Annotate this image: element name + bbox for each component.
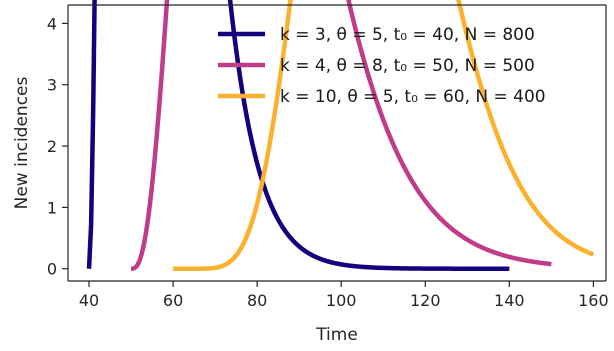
x-tick-label: 60 <box>163 291 183 310</box>
x-tick-label: 140 <box>494 291 525 310</box>
ticks: 40 60 80 100 120 140 160 0 1 2 3 4 <box>47 14 609 310</box>
x-axis-label: Time <box>315 325 358 345</box>
axes <box>67 4 607 282</box>
legend-label-1: k = 3, θ = 5, t₀ = 40, N = 800 <box>280 25 535 45</box>
y-tick-label: 0 <box>47 260 57 279</box>
series-line-2 <box>130 0 552 271</box>
x-tick-label: 40 <box>79 291 99 310</box>
y-axis-label: New incidences <box>12 76 32 209</box>
x-tick-label: 100 <box>326 291 357 310</box>
y-tick-label: 3 <box>47 76 57 95</box>
y-tick-label: 2 <box>47 137 57 156</box>
y-tick-label: 1 <box>47 198 57 217</box>
legend-label-3: k = 10, θ = 5, t₀ = 60, N = 400 <box>280 87 546 107</box>
series-layer <box>86 0 595 271</box>
series-line-3 <box>172 0 595 271</box>
x-tick-label: 120 <box>410 291 441 310</box>
legend-label-2: k = 4, θ = 8, t₀ = 50, N = 500 <box>280 56 535 76</box>
x-tick-label: 160 <box>578 291 609 310</box>
legend: k = 3, θ = 5, t₀ = 40, N = 800 k = 4, θ =… <box>218 25 546 107</box>
y-tick-label: 4 <box>47 14 57 33</box>
x-tick-label: 80 <box>247 291 267 310</box>
series-line-1 <box>86 0 510 271</box>
